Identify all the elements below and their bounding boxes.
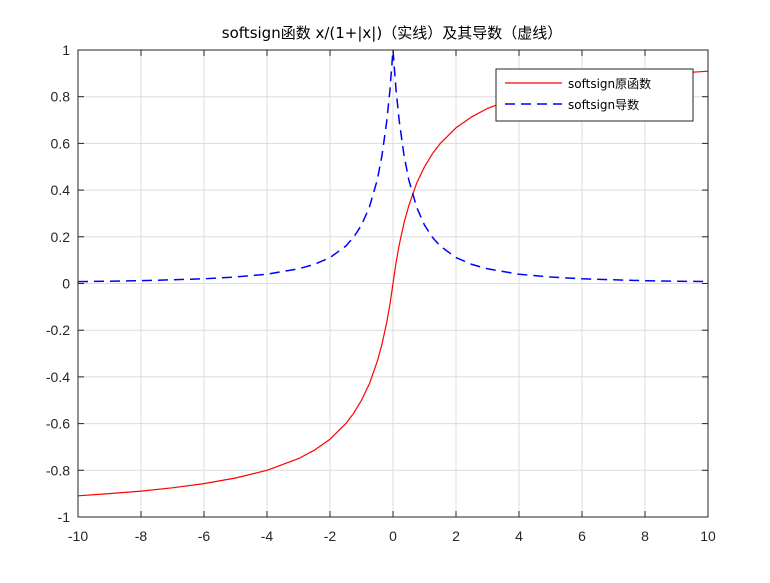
- y-tick-label: -0.2: [46, 322, 70, 338]
- legend: softsign原函数 softsign导数: [495, 68, 694, 122]
- y-tick-label: 0.4: [51, 182, 71, 198]
- tick-marks: [77, 49, 709, 518]
- chart-title: softsign函数 x/(1+|x|)（实线）及其导数（虚线）: [222, 24, 562, 42]
- x-tick-label: -2: [324, 528, 337, 544]
- series-line-derivative: [77, 49, 709, 283]
- x-tick-label: -8: [135, 528, 148, 544]
- y-tick-label: 0: [62, 276, 70, 292]
- x-tick-label: -6: [198, 528, 211, 544]
- x-tick-label: -4: [261, 528, 274, 544]
- y-tick-label: 0.8: [51, 89, 71, 105]
- x-tick-label: 8: [641, 528, 649, 544]
- legend-label-derivative: softsign导数: [568, 97, 639, 112]
- y-tick-label: 0.2: [51, 229, 71, 245]
- y-tick-label: 0.6: [51, 135, 71, 151]
- y-tick-label: 1: [62, 42, 70, 58]
- x-tick-label: 0: [389, 528, 397, 544]
- y-tick-label: -0.6: [46, 416, 70, 432]
- x-tick-label: 6: [578, 528, 586, 544]
- y-tick-label: -1: [58, 509, 71, 525]
- legend-label-softsign: softsign原函数: [568, 76, 651, 91]
- y-tick-labels: 1 0.8 0.6 0.4 0.2 0 -0.2 -0.4 -0.6 -0.8 -1: [46, 42, 70, 525]
- y-tick-label: -0.4: [46, 369, 70, 385]
- x-tick-labels: -10 -8 -6 -4 -2 0 2 4 6 8 10: [68, 528, 716, 544]
- legend-box: [495, 68, 694, 122]
- x-tick-label: 4: [515, 528, 523, 544]
- x-tick-label: 2: [452, 528, 460, 544]
- x-tick-label: -10: [68, 528, 88, 544]
- x-tick-label: 10: [700, 528, 716, 544]
- y-tick-label: -0.8: [46, 462, 70, 478]
